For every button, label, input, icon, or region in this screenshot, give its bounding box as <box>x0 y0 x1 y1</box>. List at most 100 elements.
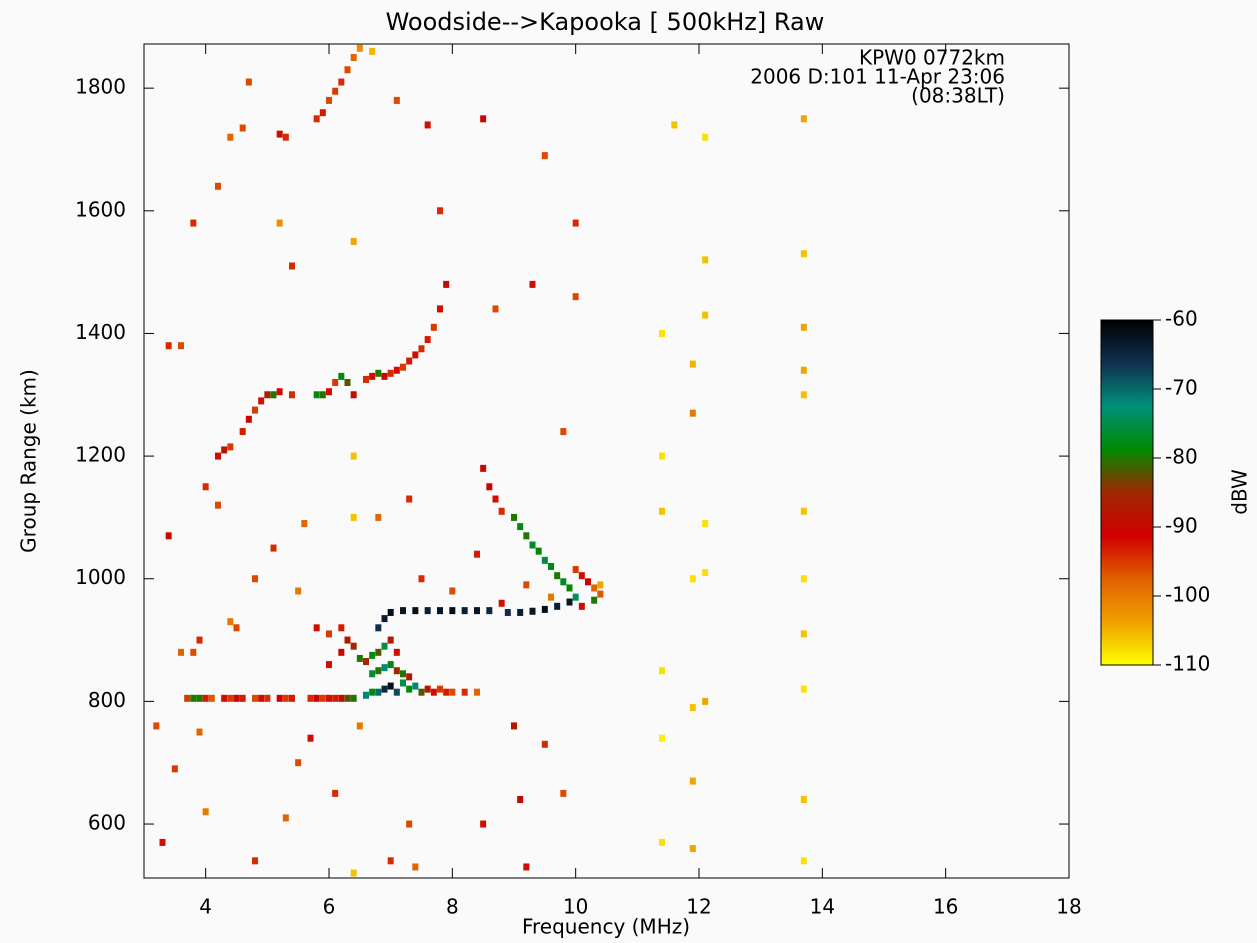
cell <box>486 607 493 615</box>
cell <box>350 513 357 521</box>
y-tick-label: 600 <box>88 811 126 835</box>
cell <box>480 820 487 828</box>
cell <box>215 182 221 190</box>
cell <box>659 329 665 337</box>
cell <box>517 796 524 804</box>
cell <box>437 207 443 215</box>
cell <box>591 584 598 592</box>
cell <box>517 608 524 616</box>
cell <box>566 598 573 606</box>
cell <box>369 372 376 380</box>
colorbar-tick-label: -80 <box>1165 445 1198 469</box>
cell <box>461 688 468 696</box>
cell <box>443 280 450 288</box>
cell <box>227 443 234 451</box>
cell <box>282 694 289 702</box>
cell <box>215 501 221 509</box>
cell <box>387 661 394 669</box>
cell <box>412 863 419 871</box>
cell <box>375 688 382 696</box>
cell <box>659 667 665 675</box>
cell <box>412 682 419 690</box>
cell <box>800 250 807 258</box>
cell <box>252 694 258 702</box>
cell <box>578 602 585 610</box>
colorbar-tick-label: -90 <box>1165 514 1198 538</box>
cell <box>252 857 258 865</box>
cell <box>418 575 425 583</box>
cell <box>529 607 536 615</box>
cell <box>800 796 807 804</box>
cell <box>541 152 548 160</box>
cell <box>424 607 431 615</box>
cell <box>480 115 487 123</box>
cell <box>800 507 807 515</box>
cell <box>381 685 388 693</box>
cell <box>264 391 271 399</box>
cell <box>702 133 709 141</box>
cell <box>338 648 345 656</box>
cell <box>184 694 191 702</box>
cell <box>202 694 209 702</box>
cell <box>554 572 561 580</box>
x-tick-label: 10 <box>563 895 588 919</box>
cell <box>406 495 413 503</box>
cell <box>566 584 573 592</box>
x-tick-label: 16 <box>933 895 958 919</box>
cell <box>190 219 197 227</box>
cell <box>387 857 394 865</box>
cell <box>418 688 425 696</box>
cell <box>541 605 548 613</box>
cell <box>375 369 382 377</box>
cell <box>529 280 536 288</box>
cell <box>689 360 696 368</box>
cell <box>511 722 517 730</box>
colorbar-tick-label: -110 <box>1165 652 1210 676</box>
cell <box>430 688 437 696</box>
cell <box>239 428 246 436</box>
cell <box>221 446 228 454</box>
annotation: (08:38LT) <box>911 84 1005 108</box>
cell <box>326 630 332 638</box>
heatmap-cells <box>153 44 807 877</box>
cell <box>523 863 530 871</box>
x-tick-label: 8 <box>446 895 459 919</box>
cell <box>578 572 585 580</box>
cell <box>196 636 203 644</box>
cell <box>202 808 209 816</box>
cell <box>393 667 400 675</box>
cell <box>449 607 456 615</box>
cell <box>572 293 579 301</box>
cell <box>363 691 369 699</box>
cell <box>548 593 554 601</box>
cell <box>400 670 406 678</box>
cell <box>480 464 487 472</box>
cell <box>295 759 302 767</box>
cell <box>276 388 283 396</box>
cell <box>387 636 394 644</box>
cell <box>597 590 604 598</box>
cell <box>702 569 709 577</box>
cell <box>350 237 357 245</box>
cell <box>350 391 357 399</box>
cell <box>393 366 400 374</box>
cell <box>523 581 530 589</box>
cell <box>437 685 443 693</box>
cell <box>307 694 314 702</box>
cell <box>689 845 696 853</box>
cell <box>689 777 696 785</box>
cell <box>375 648 382 656</box>
cell <box>289 694 295 702</box>
cell <box>356 44 363 52</box>
cell <box>406 685 413 693</box>
cell <box>190 694 197 702</box>
cell <box>332 379 339 387</box>
cell <box>178 648 184 656</box>
colorbar-tick-label: -60 <box>1165 307 1198 331</box>
cell <box>474 688 480 696</box>
cell <box>381 372 388 380</box>
cell <box>332 694 339 702</box>
cell <box>591 596 598 604</box>
cell <box>276 219 283 227</box>
